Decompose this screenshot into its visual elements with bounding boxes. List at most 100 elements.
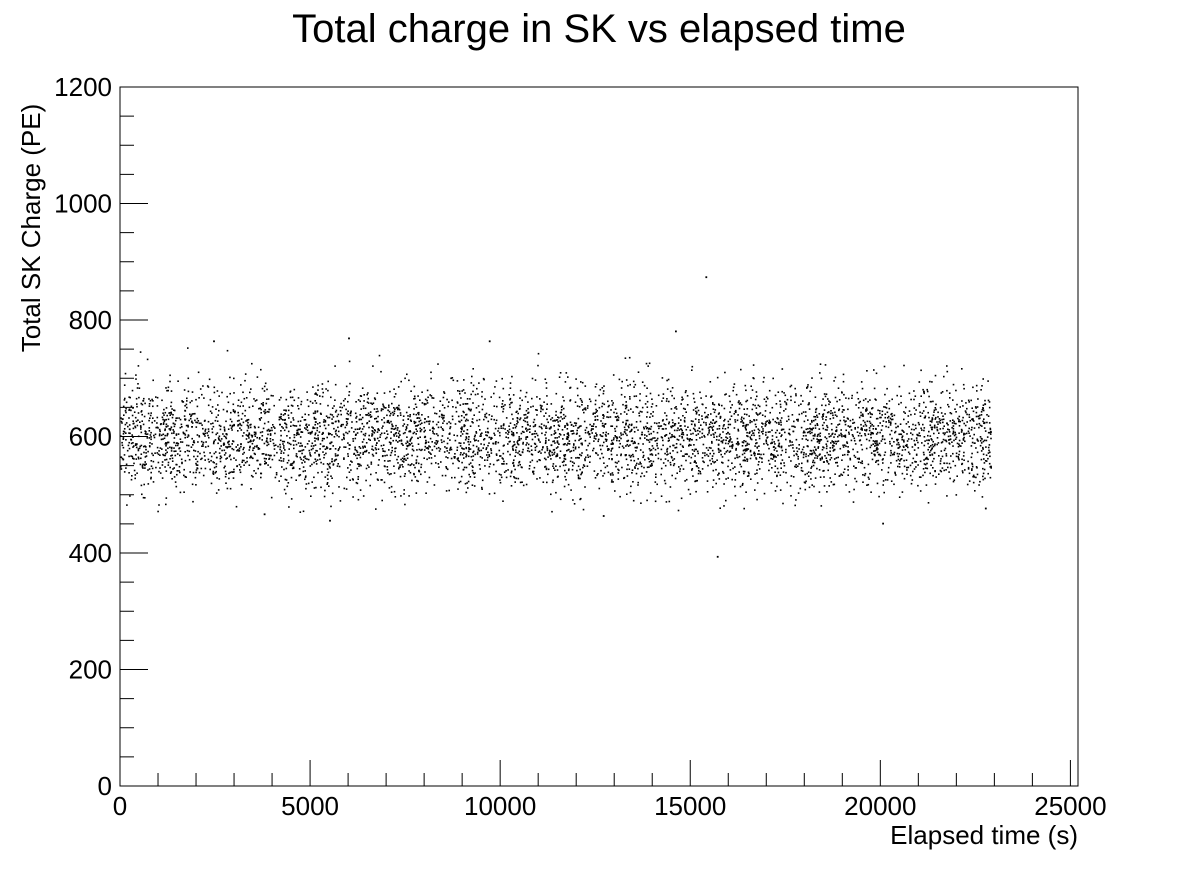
data-point — [364, 407, 367, 410]
data-point — [624, 357, 627, 359]
data-point — [634, 442, 636, 444]
data-point — [721, 441, 724, 444]
data-point — [818, 413, 821, 415]
data-point — [968, 480, 971, 482]
data-point — [295, 425, 298, 427]
data-point — [388, 441, 391, 443]
data-point — [840, 432, 842, 435]
data-point — [359, 489, 362, 491]
data-point — [758, 461, 760, 463]
data-point — [927, 458, 929, 461]
data-point — [123, 428, 126, 430]
data-point — [811, 429, 813, 431]
data-point — [269, 438, 272, 440]
data-point — [880, 429, 883, 431]
data-point — [149, 442, 151, 444]
data-point — [731, 478, 733, 481]
data-point — [640, 463, 642, 465]
data-point — [862, 419, 865, 422]
data-point — [335, 458, 338, 461]
data-point — [820, 377, 823, 380]
data-point — [263, 410, 265, 413]
data-point — [813, 461, 816, 464]
data-point — [515, 446, 518, 449]
data-point — [362, 405, 365, 407]
data-point — [408, 406, 410, 409]
data-point — [617, 478, 620, 480]
data-point — [787, 432, 790, 435]
data-point — [853, 437, 856, 440]
data-point — [308, 449, 311, 452]
data-point — [396, 406, 399, 409]
data-point — [334, 399, 336, 401]
data-point — [314, 423, 316, 426]
data-point — [395, 447, 397, 449]
data-point — [220, 438, 223, 440]
data-point — [960, 445, 962, 447]
data-point — [223, 428, 226, 430]
data-point — [534, 446, 537, 449]
data-point — [830, 457, 833, 459]
data-point — [144, 445, 146, 447]
data-point — [353, 452, 356, 455]
data-point — [200, 422, 202, 425]
data-point — [416, 417, 418, 419]
data-point — [441, 435, 444, 437]
data-point — [244, 379, 246, 382]
data-point — [818, 491, 821, 493]
data-point — [173, 441, 175, 444]
data-point — [408, 443, 411, 445]
data-point — [292, 461, 295, 464]
data-point — [656, 437, 659, 440]
data-point — [988, 444, 991, 446]
data-point — [654, 437, 656, 439]
data-point — [890, 422, 892, 424]
data-point — [709, 452, 711, 455]
data-point — [713, 403, 716, 406]
data-point — [322, 463, 325, 465]
data-point — [532, 471, 534, 474]
data-point — [728, 441, 731, 443]
data-point — [551, 417, 554, 419]
data-point — [781, 434, 783, 436]
data-point — [949, 420, 952, 422]
data-point — [196, 421, 199, 424]
data-point — [815, 407, 818, 410]
data-point — [450, 448, 453, 451]
data-point — [568, 448, 570, 451]
data-point — [509, 382, 512, 384]
data-point — [643, 426, 645, 429]
data-point — [497, 459, 500, 461]
data-point — [515, 451, 517, 454]
data-point — [249, 439, 252, 442]
data-point — [973, 427, 976, 429]
data-point — [662, 444, 664, 447]
data-point — [524, 413, 527, 416]
data-point — [424, 445, 427, 448]
data-point — [159, 430, 161, 433]
data-point — [280, 418, 283, 420]
data-point — [795, 393, 797, 395]
data-point — [339, 446, 341, 448]
data-point — [235, 446, 237, 448]
data-point — [465, 437, 468, 439]
data-point — [832, 417, 835, 419]
data-point — [307, 414, 310, 416]
data-point — [291, 396, 294, 399]
data-point — [407, 463, 410, 466]
data-point — [310, 448, 313, 451]
data-point — [578, 425, 581, 428]
data-point — [343, 457, 345, 459]
data-point — [699, 430, 701, 433]
data-point — [729, 423, 732, 426]
data-point — [613, 411, 615, 414]
data-point — [558, 436, 560, 438]
data-point — [132, 446, 134, 448]
data-point — [199, 388, 202, 390]
data-point — [891, 437, 893, 440]
data-point — [779, 403, 782, 406]
data-point — [755, 419, 758, 421]
data-point — [767, 444, 769, 446]
data-point — [463, 425, 465, 428]
data-point — [980, 437, 983, 440]
